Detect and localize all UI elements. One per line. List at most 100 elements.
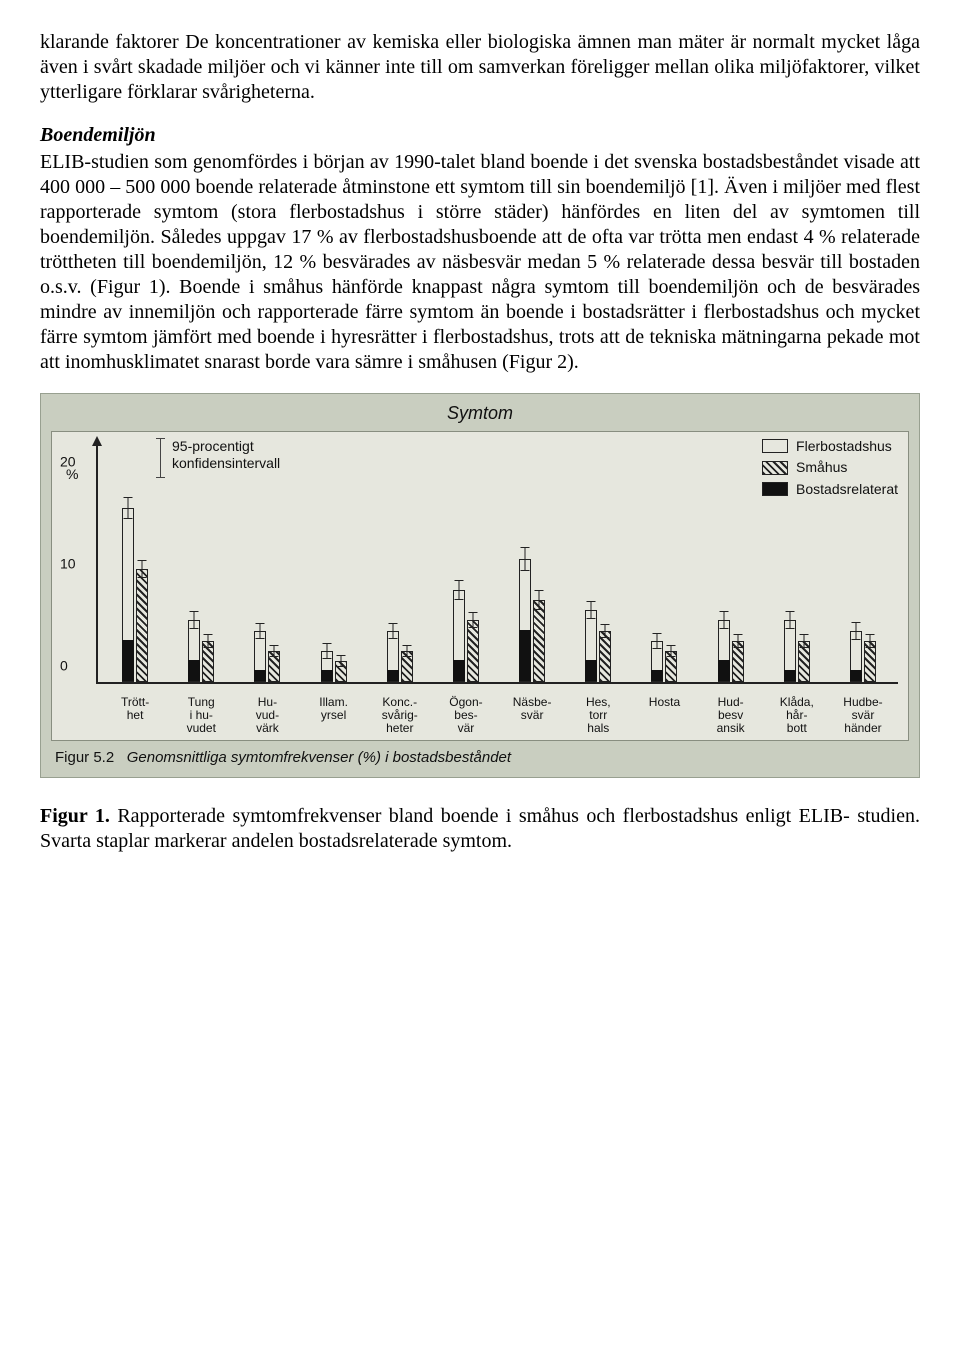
bar-fler-3 [321, 651, 333, 682]
paragraph-intro: klarande faktorer De koncentrationer av … [40, 30, 920, 105]
ci-sma-1 [208, 634, 209, 648]
ci-fler-4 [392, 623, 393, 639]
bar-fler-related-3 [321, 670, 333, 680]
bar-fler-8 [651, 641, 663, 682]
bar-group-10 [764, 620, 830, 681]
ci-fler-9 [723, 611, 724, 629]
bar-fler-0 [122, 508, 134, 681]
bar-group-4 [367, 631, 433, 682]
x-label-10: Klåda, hår- bott [764, 696, 830, 736]
bar-sma-7 [599, 631, 611, 682]
ci-label: 95-procentigt konfidensintervall [172, 438, 280, 473]
bar-group-6 [499, 559, 565, 681]
bar-groups [102, 482, 896, 682]
ci-sma-9 [737, 634, 738, 648]
x-label-0: Trött- het [102, 696, 168, 736]
ci-fler-5 [458, 580, 459, 600]
bar-fler-7 [585, 610, 597, 681]
ci-sma-6 [539, 590, 540, 610]
ci-sma-2 [274, 645, 275, 657]
figure-inner-number: Figur 5.2 [55, 749, 114, 766]
x-label-4: Konc.- svårig- heter [367, 696, 433, 736]
ci-fler-11 [855, 622, 856, 640]
paragraph-boendemiljon: ELIB-studien som genomfördes i början av… [40, 150, 920, 375]
bar-fler-related-0 [122, 640, 134, 681]
bar-group-9 [698, 620, 764, 681]
legend-label-fler: Flerbostadshus [796, 438, 892, 456]
ci-indicator-icon [160, 438, 161, 478]
bar-fler-2 [254, 631, 266, 682]
ci-sma-5 [472, 612, 473, 628]
bar-fler-related-2 [254, 670, 266, 680]
figure-inner-caption-text: Genomsnittliga symtomfrekvenser (%) i bo… [127, 749, 511, 766]
ci-fler-2 [260, 623, 261, 639]
x-label-6: Näsbe- svär [499, 696, 565, 736]
x-label-8: Hosta [631, 696, 697, 736]
ci-fler-7 [591, 601, 592, 619]
bar-group-7 [565, 610, 631, 681]
bar-group-8 [631, 641, 697, 682]
bar-fler-related-7 [585, 660, 597, 680]
legend-swatch-sma [762, 461, 788, 475]
bar-group-0 [102, 508, 168, 681]
bar-fler-related-1 [188, 660, 200, 680]
x-axis [96, 682, 898, 684]
bar-fler-related-5 [453, 660, 465, 680]
ci-sma-11 [869, 634, 870, 648]
bar-sma-4 [401, 651, 413, 682]
figure-5-2: Symtom 95-procentigt konfidensintervall … [40, 393, 920, 778]
bar-fler-5 [453, 590, 465, 682]
ci-fler-8 [657, 633, 658, 649]
y-tick-0: 0 [60, 657, 68, 675]
bar-sma-2 [268, 651, 280, 682]
ci-sma-4 [406, 645, 407, 657]
bar-sma-0 [136, 569, 148, 681]
chart-title: Symtom [51, 402, 909, 425]
ci-fler-0 [128, 497, 129, 519]
bar-sma-10 [798, 641, 810, 682]
figure-inner-caption: Figur 5.2 Genomsnittliga symtomfrekvense… [51, 741, 909, 774]
bar-fler-6 [519, 559, 531, 681]
bar-fler-9 [718, 620, 730, 681]
bar-fler-related-11 [850, 670, 862, 680]
y-tick-10: 10 [60, 555, 76, 573]
bar-fler-11 [850, 631, 862, 682]
x-axis-labels: Trött- hetTung i hu- vudetHu- vud- värkI… [102, 696, 896, 736]
bar-sma-6 [533, 600, 545, 682]
legend-label-sma: Småhus [796, 459, 847, 477]
ci-sma-10 [803, 634, 804, 648]
ci-fler-3 [326, 643, 327, 659]
bar-fler-1 [188, 620, 200, 681]
x-label-9: Hud- besv ansik [698, 696, 764, 736]
x-label-5: Ögon- bes- vär [433, 696, 499, 736]
figure-1-caption: Figur 1. Rapporterade symtomfrekvenser b… [40, 804, 920, 854]
figure-1-caption-text: Rapporterade symtomfrekvenser bland boen… [40, 805, 920, 852]
legend-swatch-fler [762, 439, 788, 453]
bar-sma-8 [665, 651, 677, 682]
legend-item-sma: Småhus [762, 459, 898, 477]
bar-sma-5 [467, 620, 479, 681]
bar-group-3 [301, 651, 367, 682]
ci-fler-1 [194, 611, 195, 629]
section-heading-boendemiljon: Boendemiljön [40, 123, 920, 148]
ci-sma-7 [605, 624, 606, 638]
x-label-1: Tung i hu- vudet [168, 696, 234, 736]
bar-fler-related-4 [387, 670, 399, 680]
x-label-7: Hes, torr hals [565, 696, 631, 736]
ci-sma-8 [671, 645, 672, 657]
bar-fler-related-9 [718, 660, 730, 680]
bar-group-2 [234, 631, 300, 682]
y-tick-20: 20 [60, 453, 76, 471]
ci-fler-10 [789, 611, 790, 629]
bar-sma-1 [202, 641, 214, 682]
bar-sma-3 [335, 661, 347, 681]
bar-sma-9 [732, 641, 744, 682]
ci-fler-6 [525, 547, 526, 571]
x-label-2: Hu- vud- värk [234, 696, 300, 736]
bar-fler-related-10 [784, 670, 796, 680]
bar-fler-related-6 [519, 630, 531, 681]
figure-1-label: Figur 1. [40, 805, 110, 827]
bar-group-11 [830, 631, 896, 682]
ci-sma-0 [142, 560, 143, 578]
bar-fler-10 [784, 620, 796, 681]
